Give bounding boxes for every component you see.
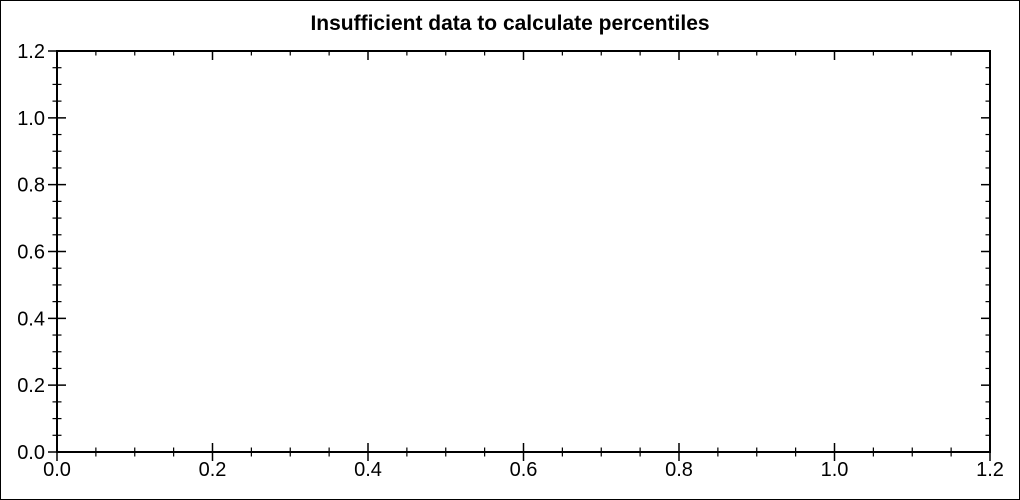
y-tick-label: 0.4 <box>17 308 45 330</box>
x-tick-label: 0.8 <box>665 459 693 481</box>
y-tick-label: 1.2 <box>17 41 45 63</box>
x-tick-label: 0.6 <box>510 459 538 481</box>
y-tick-label: 0.0 <box>17 442 45 464</box>
x-tick-label: 0.2 <box>199 459 227 481</box>
y-tick-label: 1.0 <box>17 108 45 130</box>
x-tick-label: 1.2 <box>976 459 1004 481</box>
y-tick-label: 0.8 <box>17 175 45 197</box>
y-tick-label: 0.6 <box>17 242 45 264</box>
plot-frame <box>56 50 991 453</box>
x-tick-label: 0.0 <box>43 459 71 481</box>
x-tick-label: 1.0 <box>821 459 849 481</box>
chart-title: Insufficient data to calculate percentil… <box>310 12 710 35</box>
x-tick-label: 0.4 <box>354 459 382 481</box>
y-tick-label: 0.2 <box>17 375 45 397</box>
